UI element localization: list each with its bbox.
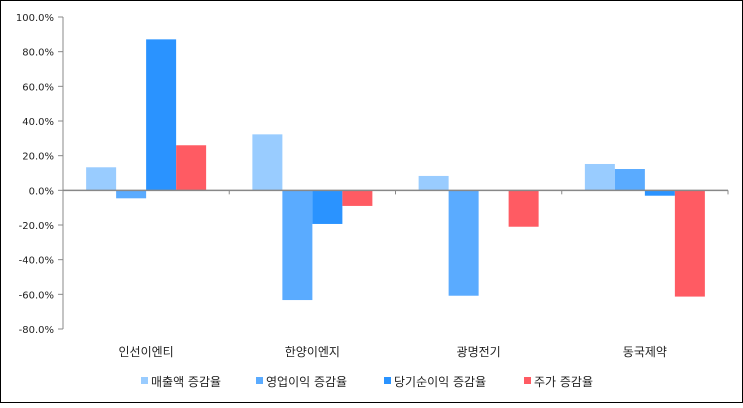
bar-3-2 — [644, 190, 675, 196]
y-tick-label: 0.0% — [29, 186, 54, 197]
y-tick-label: -60.0% — [19, 290, 54, 301]
y-tick-label: 60.0% — [22, 82, 54, 93]
x-tick-label: 인선이엔티 — [119, 345, 174, 359]
bar-2-1 — [448, 190, 479, 296]
legend-swatch — [256, 377, 263, 384]
y-tick-label: -40.0% — [19, 256, 54, 267]
bar-2-0 — [418, 175, 449, 191]
legend-swatch — [384, 377, 391, 384]
bar-3-0 — [584, 163, 615, 191]
x-axis: 인선이엔티 한양이엔지 광명전기 동국제약 — [62, 189, 729, 359]
y-tick-label: -80.0% — [19, 325, 54, 336]
bar-1-0 — [252, 134, 283, 191]
bar-1-3 — [342, 190, 373, 206]
bar-1-2 — [312, 190, 343, 224]
bar-0-1 — [116, 190, 147, 199]
x-tick-label: 동국제약 — [623, 344, 667, 359]
bar-3-1 — [614, 169, 645, 191]
legend: 매출액 증감율 영업이익 증감율 당기순이익 증감율 주가 증감율 — [141, 375, 593, 389]
bar-0-2 — [146, 39, 177, 191]
legend-label: 당기순이익 증감율 — [394, 375, 486, 389]
legend-label: 영업이익 증감율 — [266, 375, 347, 389]
legend-swatch — [141, 377, 148, 384]
bar-0-3 — [176, 145, 207, 191]
y-tick-label: 100.0% — [16, 13, 54, 24]
y-axis: 100.0% 80.0% 60.0% 40.0% 20.0% 0.0% -20.0% -40.… — [16, 13, 64, 336]
bar-3-3 — [674, 190, 705, 297]
y-tick-label: 80.0% — [22, 48, 54, 59]
x-tick-label: 한양이엔지 — [285, 345, 340, 359]
bar-1-1 — [282, 190, 313, 301]
bars — [86, 39, 705, 301]
legend-label: 매출액 증감율 — [151, 375, 221, 389]
x-tick-label: 광명전기 — [457, 345, 501, 359]
legend-label: 주가 증감율 — [534, 375, 593, 389]
y-tick-label: 20.0% — [22, 152, 54, 163]
y-tick-label: -20.0% — [19, 221, 54, 232]
bar-2-3 — [508, 190, 539, 227]
bar-0-0 — [86, 167, 117, 191]
y-tick-label: 40.0% — [22, 117, 54, 128]
legend-swatch — [524, 377, 531, 384]
